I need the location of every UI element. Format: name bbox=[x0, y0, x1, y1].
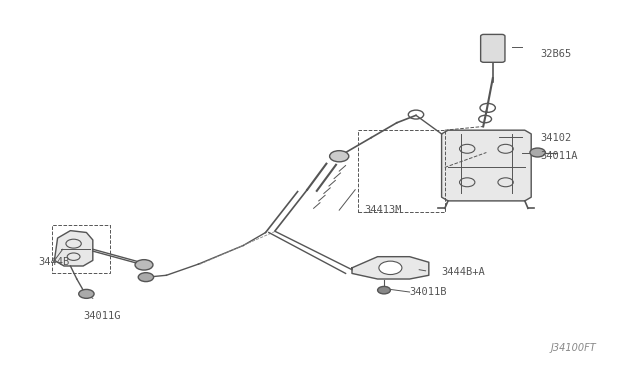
Circle shape bbox=[530, 148, 545, 157]
Circle shape bbox=[379, 261, 402, 275]
Text: 34413M: 34413M bbox=[365, 205, 403, 215]
Text: 34102: 34102 bbox=[541, 133, 572, 142]
Text: 34011B: 34011B bbox=[410, 287, 447, 297]
Bar bbox=[52, 225, 110, 273]
Text: J34100FT: J34100FT bbox=[550, 343, 596, 353]
Text: 32B65: 32B65 bbox=[541, 49, 572, 59]
Polygon shape bbox=[442, 130, 531, 201]
Circle shape bbox=[138, 273, 154, 282]
Circle shape bbox=[79, 289, 94, 298]
Text: 34011G: 34011G bbox=[83, 311, 121, 321]
Polygon shape bbox=[352, 257, 429, 279]
Text: 34011A: 34011A bbox=[541, 151, 579, 161]
Text: 3444B: 3444B bbox=[38, 257, 70, 267]
Bar bbox=[358, 130, 445, 212]
Circle shape bbox=[135, 260, 153, 270]
FancyBboxPatch shape bbox=[481, 35, 505, 62]
Circle shape bbox=[330, 151, 349, 162]
Polygon shape bbox=[54, 231, 93, 266]
Text: 3444B+A: 3444B+A bbox=[442, 267, 485, 276]
Circle shape bbox=[378, 286, 390, 294]
